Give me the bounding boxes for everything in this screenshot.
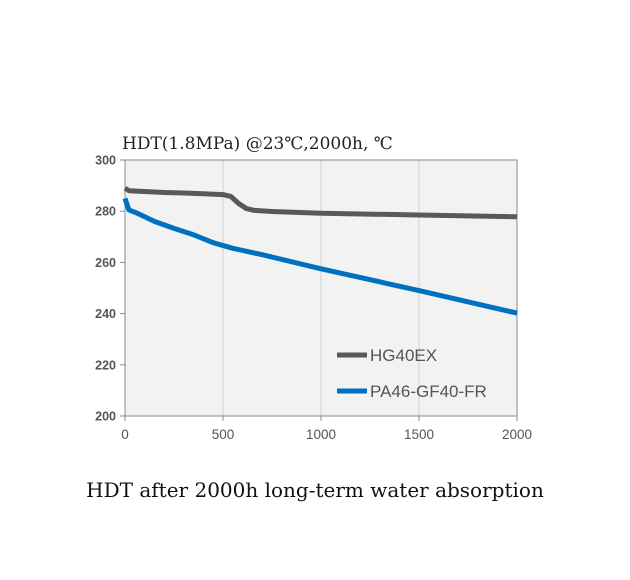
y-tick-label-5: 300 [95,154,116,168]
x-tick-label-3: 1500 [404,427,434,442]
y-tick-label-2: 240 [95,307,116,321]
x-tick-label-2: 1000 [306,427,336,442]
series-line-1 [122,197,518,316]
y-tick-label-1: 220 [95,358,116,372]
series-line-0 [123,186,518,220]
y-tick-label-3: 260 [95,256,116,270]
y-tick-label-0: 200 [95,410,116,424]
x-tick-label-1: 500 [212,427,235,442]
legend-label-0: HG40EX [370,346,437,365]
y-tick-label-4: 280 [95,205,116,219]
x-tick-label-4: 2000 [502,427,532,442]
x-tick-label-0: 0 [121,427,129,442]
legend-label-1: PA46-GF40-FR [370,382,487,401]
chart-title: HDT(1.8MPa) @23℃,2000h, ℃ [122,134,393,154]
figure-caption: HDT after 2000h long-term water absorpti… [86,478,544,502]
